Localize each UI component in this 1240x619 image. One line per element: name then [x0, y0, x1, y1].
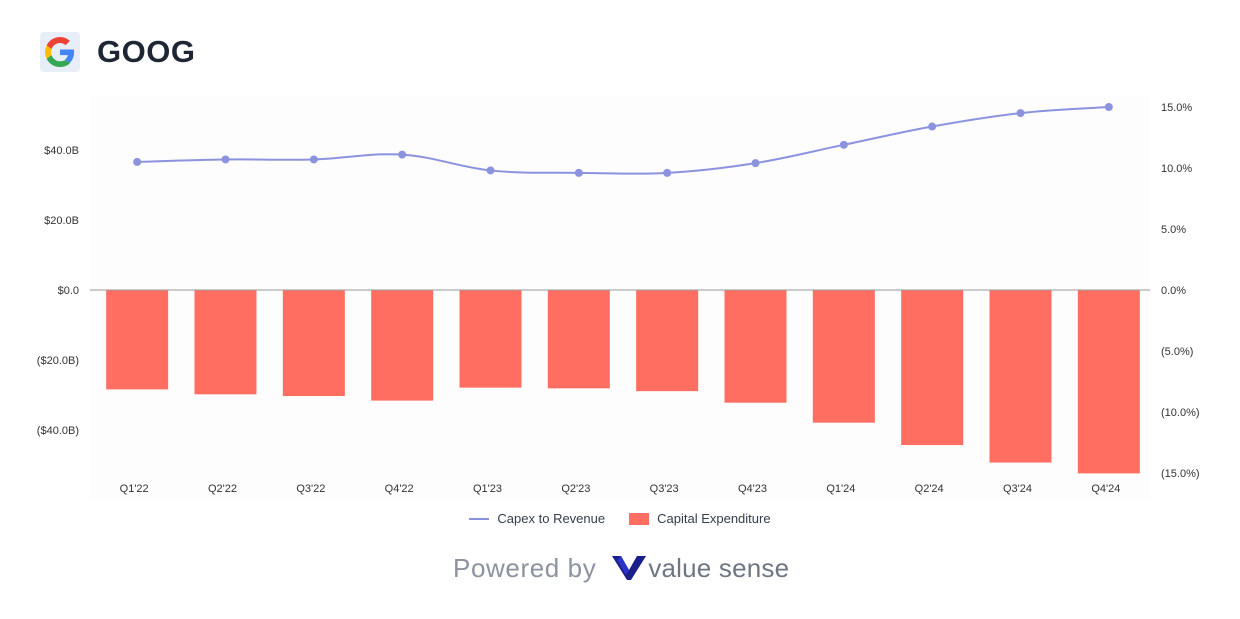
capex-to-revenue-point: [1104, 103, 1113, 111]
capex-to-revenue-point: [663, 168, 672, 177]
x-axis-tick-label: Q1'22: [120, 483, 149, 495]
x-axis-tick-label: Q1'24: [826, 483, 855, 495]
legend-item-capital-expenditure[interactable]: Capital Expenditure: [629, 511, 771, 526]
powered-by-text: Powered by: [453, 552, 597, 583]
capex-bar: [547, 290, 610, 389]
right-axis-tick-label: 0.0%: [1161, 285, 1186, 297]
capex-to-revenue-point: [574, 168, 583, 177]
left-axis-tick-label: ($20.0B): [37, 355, 79, 367]
x-axis-tick-label: Q3'23: [650, 483, 679, 495]
chart-legend: Capex to Revenue Capital Expenditure: [0, 511, 1240, 526]
capex-bar: [282, 290, 345, 397]
x-axis-tick-label: Q4'24: [1091, 483, 1120, 495]
legend-line-swatch: [469, 517, 490, 520]
right-axis-tick-label: 10.0%: [1161, 163, 1192, 175]
capex-bar: [724, 290, 787, 403]
left-axis-tick-label: $20.0B: [44, 215, 79, 227]
capex-bar: [459, 290, 522, 388]
capex-bar: [194, 290, 257, 395]
plot-background: [90, 95, 1150, 500]
right-axis-tick-label: 5.0%: [1161, 224, 1186, 236]
footer: Powered by value sense: [453, 548, 789, 588]
x-axis-tick-label: Q1'23: [473, 483, 502, 495]
right-axis-tick-label: 15.0%: [1161, 102, 1192, 114]
left-axis-tick-label: $40.0B: [44, 145, 79, 157]
ticker-title: GOOG: [97, 34, 196, 69]
right-axis-tick-label: (5.0%): [1161, 346, 1193, 358]
capex-bar: [636, 290, 699, 392]
right-axis-tick-label: (10.0%): [1161, 407, 1200, 419]
capex-to-revenue-point: [751, 159, 760, 168]
capex-to-revenue-point: [1016, 109, 1025, 118]
valuesense-logo[interactable]: value sense: [612, 553, 789, 584]
capex-bar: [812, 290, 875, 423]
capex-to-revenue-line: [137, 106, 1109, 175]
x-axis-tick-label: Q3'24: [1003, 483, 1032, 495]
legend-label-line: Capex to Revenue: [497, 511, 606, 526]
capex-bar: [1077, 290, 1140, 474]
google-g-icon: [40, 32, 80, 72]
capex-to-revenue-point: [839, 140, 848, 149]
valuesense-v-icon: [612, 556, 647, 580]
capex-bar: [901, 290, 964, 446]
legend-item-capex-to-revenue[interactable]: Capex to Revenue: [469, 511, 605, 526]
capex-to-revenue-point: [486, 166, 495, 175]
header: GOOG: [40, 32, 195, 72]
capex-to-revenue-point: [309, 155, 318, 164]
x-axis-tick-label: Q3'22: [296, 483, 325, 495]
capex-bar: [106, 290, 169, 390]
right-axis-tick-label: (15.0%): [1161, 468, 1200, 480]
x-axis-tick-label: Q2'24: [915, 483, 944, 495]
capex-bar: [371, 290, 434, 401]
capex-to-revenue-point: [398, 150, 407, 159]
legend-bar-swatch: [629, 512, 650, 525]
valuesense-brand-text: value sense: [648, 552, 790, 583]
x-axis-tick-label: Q2'23: [561, 483, 590, 495]
capex-to-revenue-point: [221, 155, 230, 164]
left-axis-tick-label: $0.0: [58, 285, 79, 297]
capex-to-revenue-point: [928, 122, 937, 131]
x-axis-tick-label: Q4'22: [385, 483, 414, 495]
capex-bar: [989, 290, 1052, 463]
legend-label-bar: Capital Expenditure: [657, 511, 771, 526]
capex-to-revenue-point: [133, 157, 142, 166]
left-axis-tick-label: ($40.0B): [37, 425, 79, 437]
capex-chart: $40.0B $20.0B $0.0 ($20.0B) ($40.0B) 15.0% 10.…: [36, 95, 1200, 500]
x-axis-tick-label: Q4'23: [738, 483, 767, 495]
x-axis-tick-label: Q2'22: [208, 483, 237, 495]
